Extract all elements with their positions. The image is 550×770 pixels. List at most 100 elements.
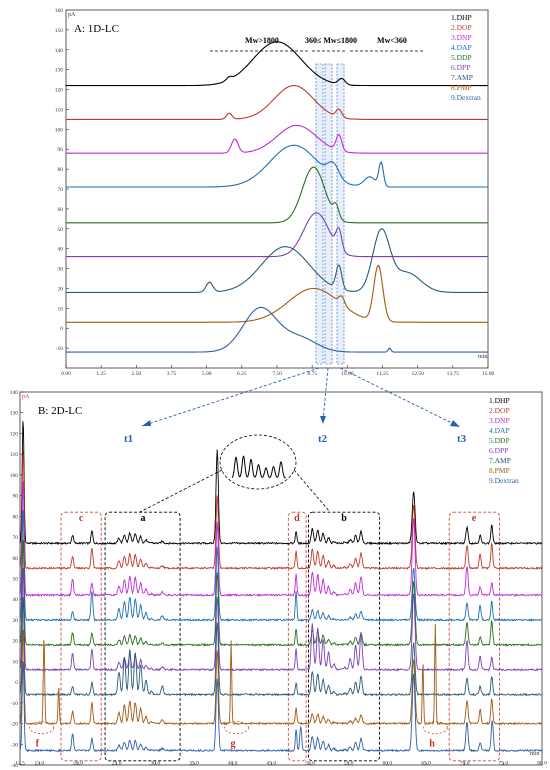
region-label-h: h — [429, 739, 435, 750]
b-y-tick-label: 30 — [13, 618, 19, 624]
b-y-tick-label: 90 — [13, 494, 19, 500]
panel-a-title: A: 1D-LC — [74, 23, 119, 35]
panel-b-legend: 1.DHP2.DOP3.DNP4.DAP5.DDP6.DPP7.AMP8.PMP… — [489, 396, 519, 485]
a-y-tick-label: 100 — [55, 127, 64, 133]
panel-a-legend: 1.DHP2.DOP3.DNP4.DAP5.DDP6.DPP7.AMP8.PMP… — [451, 13, 481, 102]
region-box-c — [60, 511, 102, 762]
a-y-tick-label: 130 — [55, 68, 64, 74]
b-legend-item: 9.Dextran — [489, 476, 519, 485]
a-y-tick-label: 0 — [60, 326, 63, 332]
b-legend-item: 2.DOP — [489, 406, 510, 415]
b-legend-item: 7.AMP — [489, 456, 511, 465]
a-x-tick-label: 6.25 — [237, 371, 247, 377]
a-y-tick-label: 120 — [55, 88, 64, 94]
a-x-tick-label: 7.50 — [272, 371, 282, 377]
b-x-tick-label: 15.0 — [35, 761, 45, 767]
zoom-inset — [139, 434, 331, 513]
b-x-tick-label: 35.0 — [189, 761, 199, 767]
b-legend-item: 3.DNP — [489, 416, 510, 425]
a-x-tick-label: 8.75 — [307, 371, 317, 377]
b-x-tick-label: 55.0 — [344, 761, 354, 767]
b-legend-item: 4.DAP — [489, 426, 510, 435]
b-x-tick-label: 60.0 — [383, 761, 393, 767]
b-y-tick-label: 40 — [13, 597, 19, 603]
b-y-tick-label: -10 — [11, 701, 19, 707]
a-series-line — [66, 264, 488, 323]
a-legend-item: 8.PMP — [451, 83, 472, 92]
b-series-line — [19, 450, 543, 571]
a-x-tick-label: 0.00 — [61, 371, 71, 377]
a-legend-item: 9.Dextran — [451, 93, 481, 102]
region-label-e: e — [472, 513, 477, 524]
a-legend-item: 7.AMP — [451, 73, 473, 82]
panel-a-x-axis: 0.00 1.25 2.50 3.75 5.00 6.25 7.50 8.75 10.00 11.… — [61, 365, 494, 377]
b-legend-item: 1.DHP — [489, 396, 510, 405]
a-x-tick-label: 10.00 — [341, 371, 354, 377]
panel-a-unit-label: pA — [68, 12, 76, 18]
a-series-line — [66, 144, 488, 188]
b-series-line — [19, 509, 543, 623]
b-y-tick-label: 110 — [10, 452, 18, 458]
arrow-label-t1: t1 — [124, 433, 133, 445]
a-legend-item: 3.DNP — [451, 33, 472, 42]
window-arrows: t1 t2 t3 — [124, 367, 467, 445]
b-series-line — [19, 567, 543, 672]
region-ellipse-g — [224, 721, 249, 735]
a-y-tick-label: 90 — [58, 147, 64, 153]
a-y-tick-label: 30 — [58, 267, 64, 273]
region-label-f: f — [36, 739, 40, 750]
b-y-tick-label: 20 — [13, 639, 19, 645]
panel-b: pA B: 2D-LC -40 -30 -20 -10 0 10 20 30 40 50 60 70 8… — [10, 390, 547, 769]
b-y-tick-label: 50 — [13, 577, 19, 583]
a-y-tick-label: 20 — [58, 286, 64, 292]
b-series-line — [19, 597, 543, 697]
panel-a-y-axis: -10 0 10 20 30 40 50 60 70 80 90 100 110 120 130 140 150… — [55, 8, 69, 352]
b-y-tick-label: 120 — [10, 431, 19, 437]
b-y-tick-label: 0 — [15, 680, 18, 686]
b-y-tick-label: 100 — [10, 473, 19, 479]
a-series-line — [66, 85, 488, 120]
mw-range-label-mid: 360≤ Mw≤1800 — [305, 36, 357, 45]
region-box-d — [287, 511, 307, 762]
a-legend-item: 4.DAP — [451, 43, 472, 52]
a-y-tick-label: 70 — [58, 187, 64, 193]
b-x-tick-label: 80.0 — [537, 761, 547, 767]
b-x-tick-label: 65.0 — [421, 761, 431, 767]
a-x-tick-label: 15.00 — [482, 371, 495, 377]
b-x-tick-label: 20.0 — [73, 761, 83, 767]
panel-a-x-unit: min — [478, 354, 487, 360]
a-x-tick-label: 5.00 — [202, 371, 212, 377]
a-x-tick-label: 12.50 — [411, 371, 424, 377]
region-label-a: a — [140, 513, 145, 524]
a-series-line — [66, 124, 488, 154]
a-x-tick-label: 1.25 — [96, 371, 106, 377]
panel-b-unit-label: pA — [22, 394, 30, 400]
a-series-line — [66, 306, 488, 353]
b-y-tick-label: 60 — [13, 556, 19, 562]
a-y-tick-label: 140 — [55, 48, 64, 54]
region-label-d: d — [294, 513, 300, 524]
b-x-tick-label: 50.0 — [305, 761, 315, 767]
a-y-tick-label: -10 — [56, 346, 64, 352]
b-series-line — [19, 421, 543, 546]
a-x-tick-label: 13.75 — [447, 371, 460, 377]
a-legend-item: 1.DHP — [451, 13, 472, 22]
a-x-tick-label: 11.25 — [376, 371, 388, 377]
panel-b-y-axis: -40 -30 -20 -10 0 10 20 30 40 50 60 70 80 90 100 110 120… — [10, 390, 23, 769]
region-label-g: g — [231, 739, 236, 750]
b-y-tick-label: 140 — [10, 390, 19, 396]
panel-b-title: B: 2D-LC — [38, 405, 82, 417]
a-legend-item: 5.DDP — [451, 53, 472, 62]
a-series-line — [66, 166, 488, 224]
region-label-b: b — [341, 513, 347, 524]
window-t3 — [336, 63, 345, 365]
mw-range-label-high: Mw>1800 — [245, 36, 279, 45]
b-x-tick-label: 25.0 — [112, 761, 122, 767]
a-x-tick-label: 2.50 — [132, 371, 142, 377]
b-x-tick-label: 30.0 — [151, 761, 161, 767]
a-x-tick-label: 3.75 — [167, 371, 177, 377]
panel-a: pA A: 1D-LC -10 0 10 20 30 40 50 60 70 80 90 100 110… — [55, 8, 495, 377]
a-y-tick-label: 40 — [58, 247, 64, 253]
a-y-tick-label: 80 — [58, 167, 64, 173]
